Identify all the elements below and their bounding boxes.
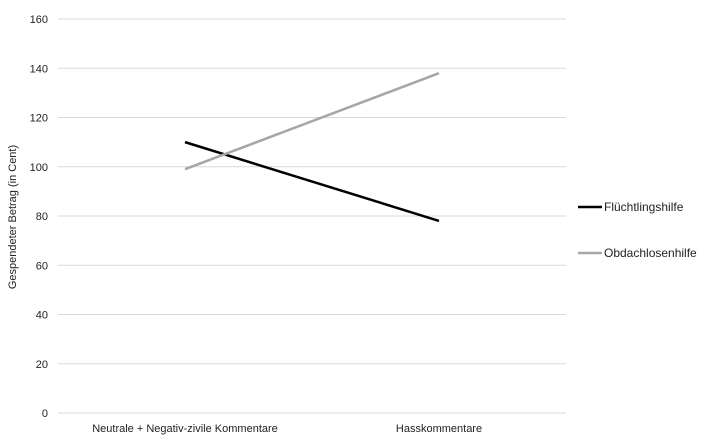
y-tick-label: 40 [36, 310, 48, 322]
series-line-1 [184, 72, 440, 171]
y-tick-label: 100 [30, 162, 48, 174]
y-tick-label: 0 [42, 408, 48, 420]
legend: Flüchtlingshilfe Obdachlosenhilfe [578, 200, 697, 260]
gridlines [58, 18, 566, 414]
x-category-labels: Neutrale + Negativ-zivile Kommentare Hass… [92, 423, 482, 435]
y-tick-label: 140 [30, 63, 48, 75]
y-axis-title: Gespendeter Betrag (in Cent) [7, 145, 19, 289]
series-lines [184, 72, 440, 223]
series-line-0 [184, 140, 440, 223]
y-tick-label: 60 [36, 260, 48, 272]
y-tick-label: 20 [36, 359, 48, 371]
legend-label: Flüchtlingshilfe [604, 200, 684, 214]
y-tick-label: 120 [30, 113, 48, 125]
legend-label: Obdachlosenhilfe [604, 246, 697, 260]
x-category-label: Neutrale + Negativ-zivile Kommentare [92, 423, 278, 435]
y-tick-label: 80 [36, 211, 48, 223]
y-tick-labels: 0 20 40 60 80 100 120 140 160 [30, 14, 48, 420]
x-category-label: Hasskommentare [396, 423, 482, 435]
y-tick-label: 160 [30, 14, 48, 26]
